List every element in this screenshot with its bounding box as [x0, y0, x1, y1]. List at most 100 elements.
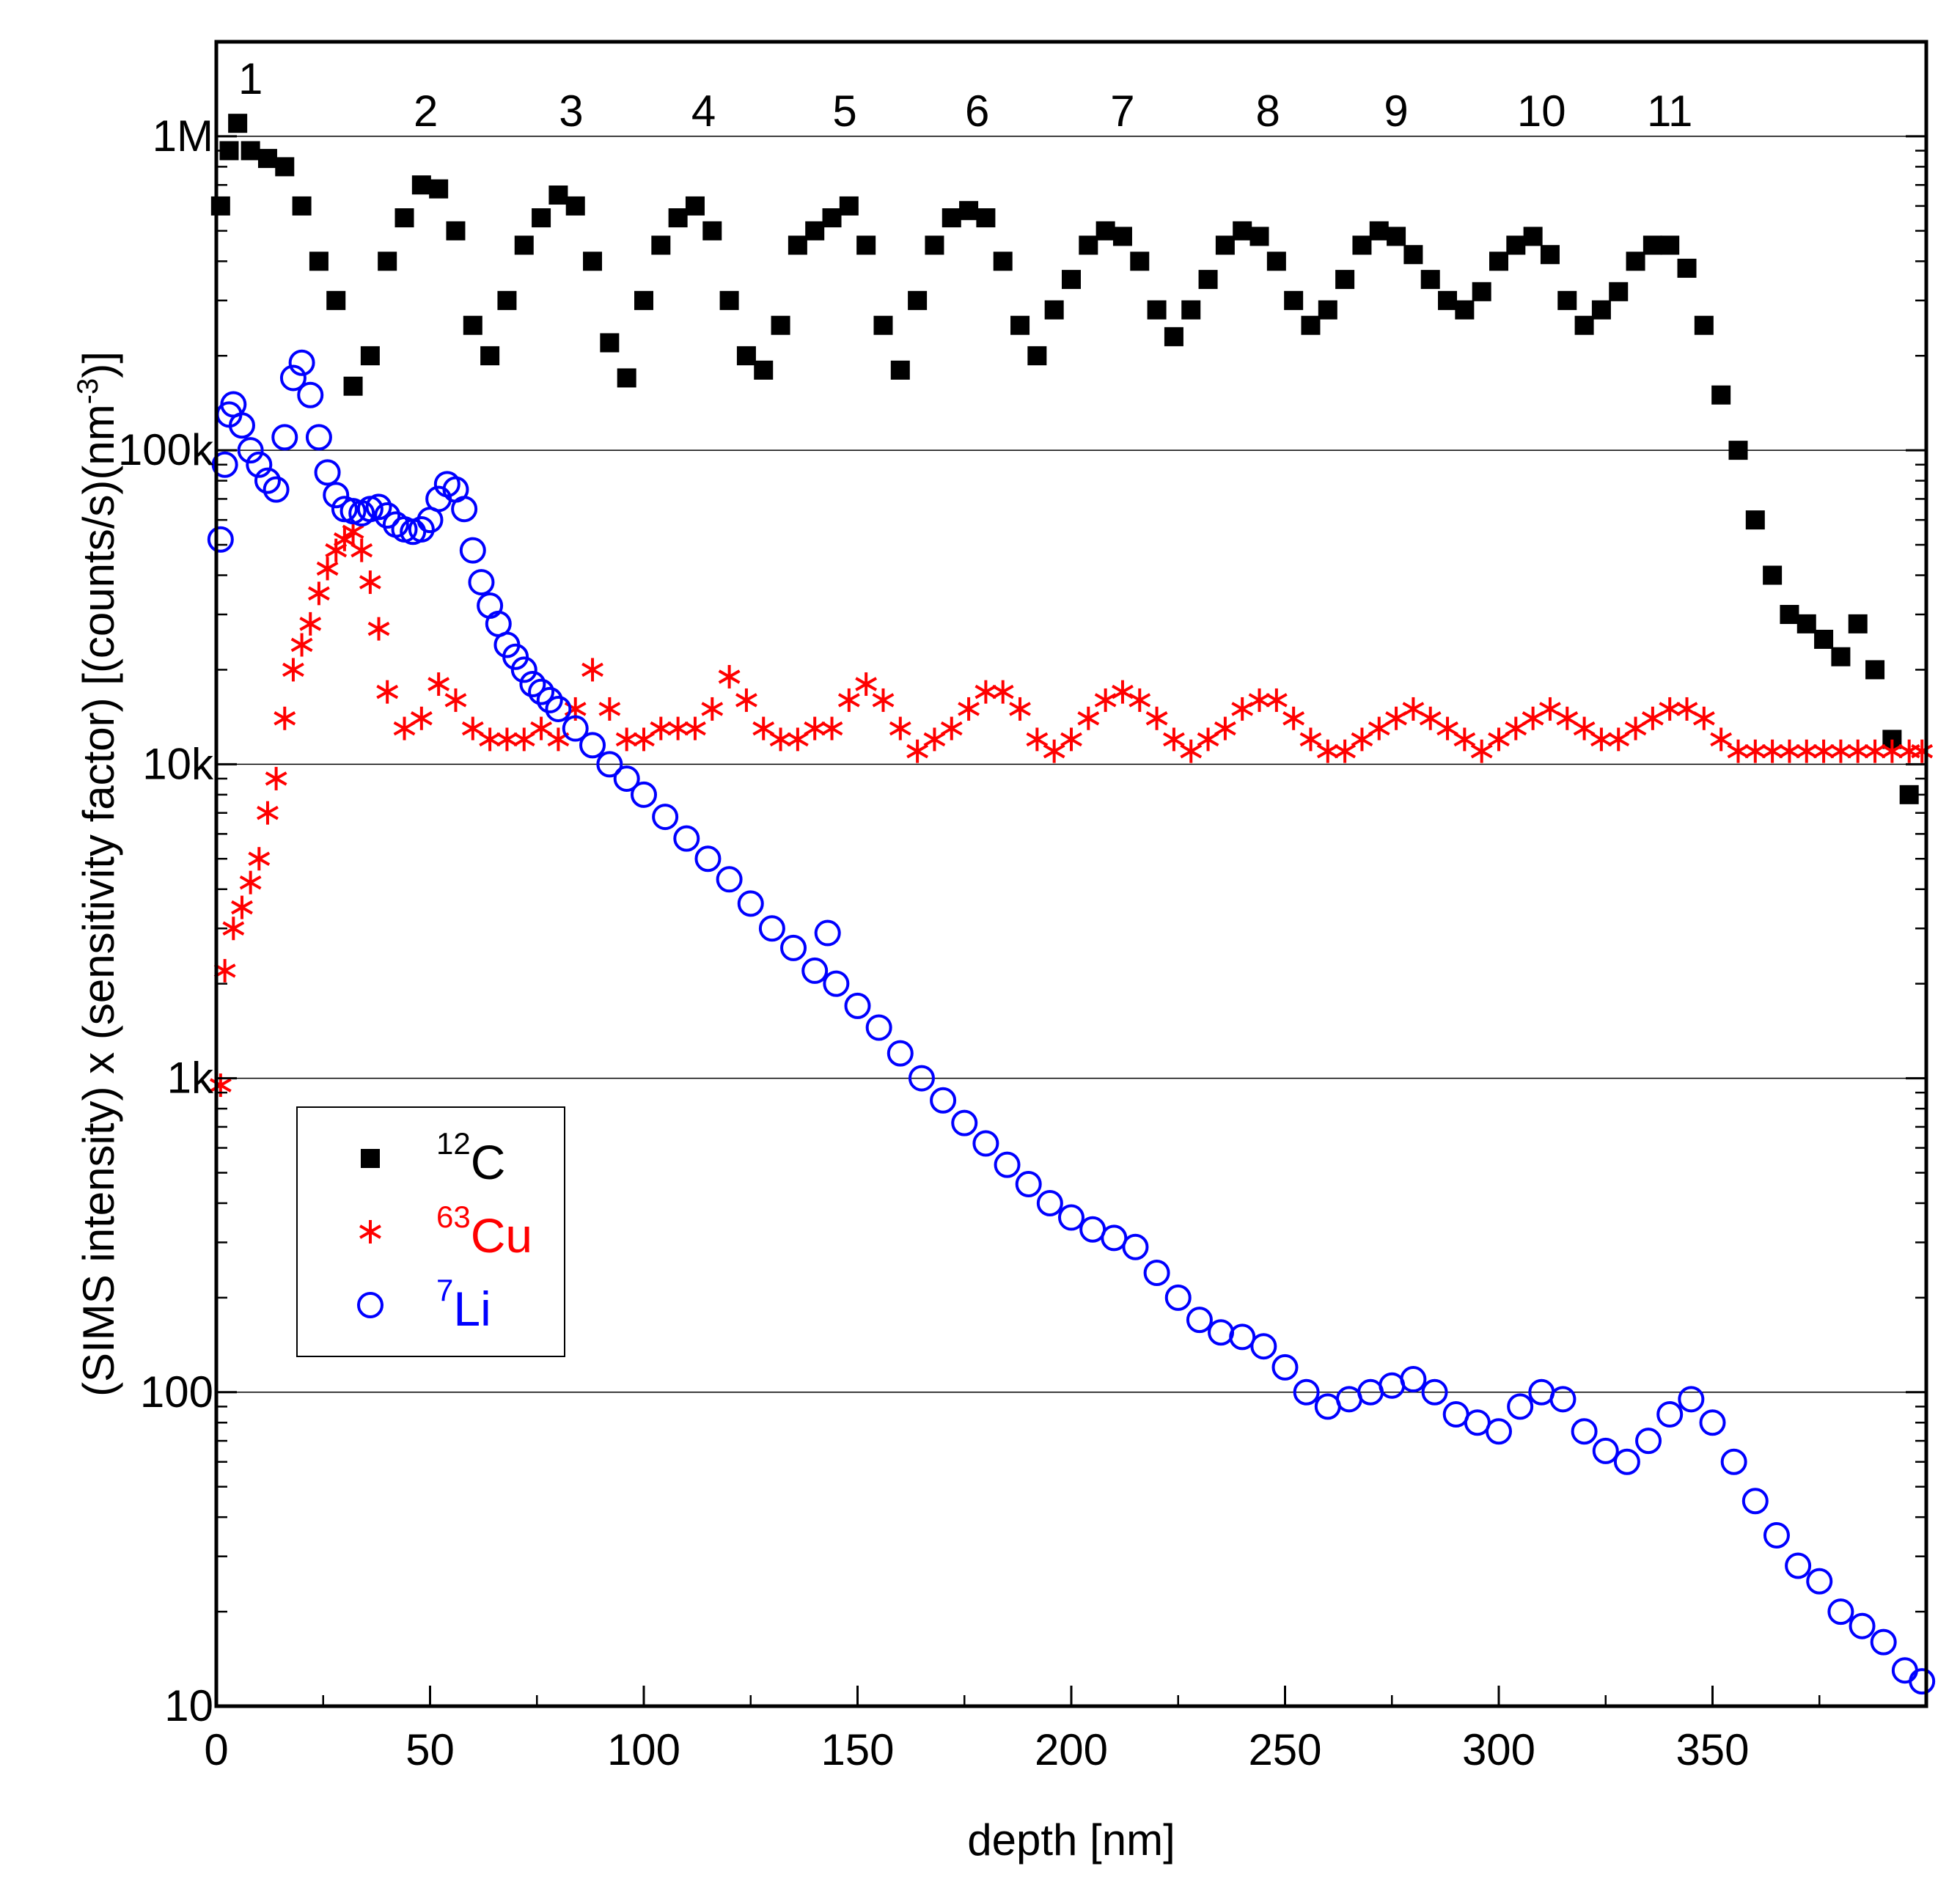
axis-tick-labels: 10 100 1k 10k 100k 1M 0 50 100 150 200 250 300 350	[118, 111, 1750, 1774]
asterisk-stroke	[1265, 693, 1288, 708]
data-point	[1419, 706, 1442, 730]
legend-label: 63Cu	[436, 1200, 532, 1263]
data-point	[393, 716, 416, 741]
data-point	[1694, 315, 1714, 335]
data-point	[1335, 270, 1355, 290]
data-point	[1163, 727, 1185, 752]
asterisk-stroke	[231, 900, 253, 915]
data-point	[975, 680, 997, 704]
asterisk-stroke	[1026, 732, 1049, 747]
asterisk-stroke	[1607, 732, 1630, 747]
data-point	[257, 801, 279, 825]
data-point	[1785, 1552, 1812, 1579]
peak-label: 8	[1255, 87, 1280, 136]
data-point	[1727, 739, 1750, 763]
data-point	[1720, 1448, 1747, 1475]
data-point	[360, 346, 380, 366]
asterisk-stroke	[1077, 711, 1100, 726]
asterisk-stroke	[1145, 711, 1168, 726]
data-point	[1335, 1386, 1362, 1413]
asterisk-stroke	[1727, 743, 1750, 759]
data-point	[972, 1130, 999, 1157]
data-point	[357, 1292, 383, 1318]
data-point	[1470, 739, 1493, 763]
data-point	[1678, 1386, 1705, 1413]
data-point	[804, 716, 826, 741]
data-point	[408, 515, 435, 543]
data-point	[1827, 1598, 1854, 1626]
data-point	[1400, 1366, 1427, 1393]
data-point	[239, 870, 262, 895]
data-point	[1699, 1409, 1726, 1436]
data-point	[1677, 258, 1697, 278]
data-point	[530, 716, 552, 741]
data-point	[788, 235, 807, 255]
asterisk-stroke	[940, 721, 963, 736]
data-point	[288, 349, 315, 376]
legend-label: 7Li	[436, 1273, 491, 1336]
data-point	[1711, 385, 1731, 405]
data-point	[887, 1040, 914, 1067]
data-point	[231, 895, 253, 919]
data-point	[839, 196, 859, 216]
data-point	[1507, 1393, 1534, 1420]
asterisk-stroke	[872, 693, 895, 708]
asterisk-stroke	[667, 721, 689, 736]
data-point	[1147, 300, 1167, 320]
asterisk-stroke	[633, 732, 655, 747]
data-point	[1143, 1259, 1170, 1286]
data-point	[684, 716, 706, 741]
legend-label: 12C	[436, 1126, 505, 1189]
asterisk-stroke	[376, 684, 399, 699]
data-point	[754, 360, 774, 380]
asterisk-stroke	[718, 669, 741, 684]
data-point	[652, 804, 679, 831]
data-point	[365, 493, 392, 521]
data-point	[429, 179, 449, 199]
data-point	[410, 706, 433, 730]
y-axis-title-main: (SIMS intensity) x (sensitivity factor) …	[74, 404, 123, 1397]
data-point	[1436, 716, 1458, 741]
asterisk-stroke	[342, 524, 364, 540]
data-point	[451, 496, 478, 523]
data-point	[667, 716, 689, 741]
data-point	[923, 727, 946, 752]
data-point	[1334, 739, 1357, 763]
data-point	[737, 890, 764, 917]
asterisk-stroke	[1778, 743, 1801, 759]
asterisk-stroke	[1795, 743, 1818, 759]
data-point	[1453, 727, 1476, 752]
data-point	[1130, 251, 1150, 271]
data-point	[814, 919, 841, 947]
data-point	[735, 688, 757, 712]
data-point	[1250, 1333, 1277, 1360]
asterisk-stroke	[496, 732, 518, 747]
data-point	[305, 424, 332, 451]
legend-label-sup: 12	[436, 1126, 471, 1161]
data-point	[1549, 1386, 1577, 1413]
asterisk-stroke	[359, 1224, 381, 1239]
data-point	[468, 569, 495, 596]
data-point	[890, 360, 910, 380]
peak-label: 11	[1647, 87, 1692, 136]
data-point	[1421, 1378, 1448, 1406]
asterisk-stroke	[1214, 721, 1236, 736]
data-point	[801, 957, 829, 984]
data-point	[1635, 1428, 1662, 1455]
asterisk-stroke	[837, 693, 860, 708]
data-point	[1557, 290, 1577, 310]
data-point	[1761, 739, 1784, 763]
legend-item-c: 12C	[361, 1126, 505, 1189]
data-point	[1044, 300, 1064, 320]
data-point	[275, 157, 295, 177]
asterisk-stroke	[530, 721, 552, 736]
data-point	[823, 970, 850, 997]
asterisk-stroke	[701, 702, 724, 716]
data-point	[292, 196, 312, 216]
peak-label: 6	[965, 87, 989, 136]
data-point	[480, 346, 500, 366]
data-point	[519, 671, 546, 698]
asterisk-stroke	[299, 617, 322, 631]
data-point	[906, 739, 929, 763]
asterisk-stroke	[1197, 732, 1219, 747]
